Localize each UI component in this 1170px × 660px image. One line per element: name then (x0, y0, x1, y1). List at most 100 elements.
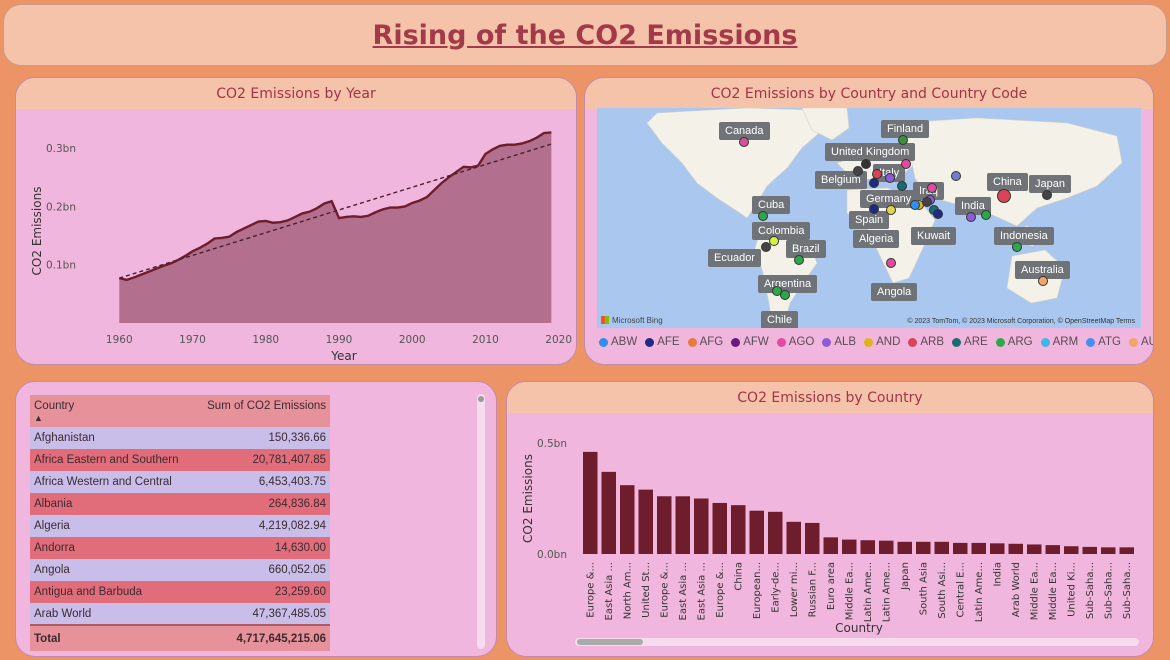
table-row[interactable]: Antigua and Barbuda 23,259.60 (30, 581, 330, 603)
legend-item-arm[interactable]: ARM (1040, 336, 1078, 348)
map-bubble[interactable] (933, 209, 943, 219)
bar[interactable] (842, 539, 857, 554)
map-label-china[interactable]: China (987, 173, 1028, 191)
bar[interactable] (879, 540, 894, 554)
map-bubble[interactable] (1012, 242, 1022, 252)
map-label-ecuador[interactable]: Ecuador (708, 249, 761, 267)
table-row[interactable]: Arab World 47,367,485.05 (30, 603, 330, 625)
map-label-australia[interactable]: Australia (1015, 261, 1070, 279)
map-bubble[interactable] (758, 211, 768, 221)
bar-scrollbar-thumb[interactable] (577, 639, 643, 645)
bar[interactable] (1119, 547, 1135, 554)
map-bubble[interactable] (861, 159, 871, 169)
map-bubble[interactable] (869, 178, 879, 188)
map-bubble[interactable] (898, 135, 908, 145)
map-bubble[interactable] (966, 212, 976, 222)
bar[interactable] (1045, 545, 1061, 554)
bar[interactable] (583, 451, 598, 554)
map-bubble[interactable] (1038, 276, 1048, 286)
bar[interactable] (638, 489, 654, 554)
map-bubble[interactable] (761, 242, 771, 252)
map-label-spain[interactable]: Spain (849, 211, 890, 229)
bar[interactable] (1082, 546, 1098, 554)
map-bubble[interactable] (739, 137, 749, 147)
bar[interactable] (953, 542, 968, 554)
map-bubble[interactable] (794, 255, 804, 265)
map-label-brazil[interactable]: Brazil (786, 240, 826, 258)
legend-item-alb[interactable]: ALB (822, 336, 856, 348)
map-label-chile[interactable]: Chile (761, 311, 799, 328)
bar[interactable] (823, 537, 839, 554)
map-bubble[interactable] (769, 236, 779, 246)
map-label-canada[interactable]: Canada (719, 122, 770, 140)
bar[interactable] (620, 485, 635, 554)
map-label-germany[interactable]: Germany (860, 190, 918, 208)
bar[interactable] (1008, 543, 1024, 554)
map-label-cuba[interactable]: Cuba (752, 196, 791, 214)
bar[interactable] (601, 471, 617, 554)
bar[interactable] (749, 510, 765, 554)
table-row[interactable]: Africa Eastern and Southern 20,781,407.85 (30, 449, 330, 471)
map-label-united-kingdom[interactable]: United Kingdom (825, 143, 916, 161)
bar[interactable] (731, 505, 746, 554)
bar[interactable] (1064, 546, 1079, 554)
sort-up-icon[interactable]: ▲ (34, 413, 43, 423)
map-label-indonesia[interactable]: Indonesia (994, 227, 1054, 245)
map-bubble[interactable] (886, 205, 896, 215)
map-bubble[interactable] (922, 197, 932, 207)
table-row[interactable]: Africa Western and Central 6,453,403.75 (30, 471, 330, 493)
series-line[interactable] (119, 131, 552, 282)
map-label-kuwait[interactable]: Kuwait (911, 227, 957, 245)
map-bubble[interactable] (869, 204, 879, 214)
bar[interactable] (675, 496, 691, 554)
map-bubble[interactable] (951, 171, 961, 181)
table-row[interactable]: Andorra 14,630.00 (30, 537, 330, 559)
map-bubble[interactable] (1042, 190, 1052, 200)
table-row[interactable]: Afghanistan 150,336.66 (30, 427, 330, 449)
bar[interactable] (786, 521, 802, 554)
table-row[interactable]: Algeria 4,219,082.94 (30, 515, 330, 537)
bar[interactable] (934, 541, 950, 554)
bar[interactable] (860, 540, 876, 554)
map-label-finland[interactable]: Finland (881, 120, 930, 138)
bar-horizontal-scrollbar[interactable] (575, 638, 1139, 646)
bar[interactable] (768, 511, 783, 554)
map-label-angola[interactable]: Angola (871, 283, 918, 301)
table-scrollbar-thumb[interactable] (478, 396, 484, 402)
legend-item-abw[interactable]: ABW (599, 336, 637, 348)
legend-item-ago[interactable]: AGO (776, 336, 814, 348)
legend-item-arb[interactable]: ARB (908, 336, 944, 348)
map-label-algeria[interactable]: Algeria (853, 230, 900, 248)
column-header-country[interactable]: Country ▲ (30, 395, 194, 427)
map-label-japan[interactable]: Japan (1029, 175, 1071, 193)
map-attribution-right[interactable]: © 2023 TomTom, © 2023 Microsoft Corporat… (907, 318, 1135, 325)
legend-item-afw[interactable]: AFW (731, 336, 769, 348)
bar[interactable] (1027, 544, 1042, 554)
bar[interactable] (805, 522, 820, 554)
bar[interactable] (990, 543, 1005, 554)
legend-item-arg[interactable]: ARG (995, 336, 1033, 348)
map-bubble[interactable] (901, 159, 911, 169)
table-row[interactable]: Angola 660,052.05 (30, 559, 330, 581)
map-bubble[interactable] (910, 200, 920, 210)
map-bubble[interactable] (885, 173, 895, 183)
map-bubble[interactable] (997, 189, 1011, 203)
map-bubble[interactable] (981, 210, 991, 220)
legend-item-afg[interactable]: AFG (687, 336, 723, 348)
legend-item-afe[interactable]: AFE (645, 336, 680, 348)
map-label-belgium[interactable]: Belgium (815, 171, 867, 189)
map-bubble[interactable] (927, 183, 937, 193)
line-chart[interactable]: 0.1bn 0.2bn 0.3bn 1960 1970 1980 1990 2000 2010 2… (16, 109, 577, 365)
map-bubble[interactable] (780, 290, 790, 300)
table-row[interactable]: Albania 264,836.84 (30, 493, 330, 515)
bar[interactable] (916, 541, 931, 554)
column-header-sum[interactable]: Sum of CO2 Emissions (193, 395, 330, 427)
bar[interactable] (1101, 547, 1116, 554)
table-vertical-scrollbar[interactable] (477, 394, 485, 649)
legend-item-and[interactable]: AND (864, 336, 900, 348)
bar[interactable] (694, 498, 709, 555)
map-label-colombia[interactable]: Colombia (752, 222, 811, 240)
bar[interactable] (712, 502, 728, 554)
